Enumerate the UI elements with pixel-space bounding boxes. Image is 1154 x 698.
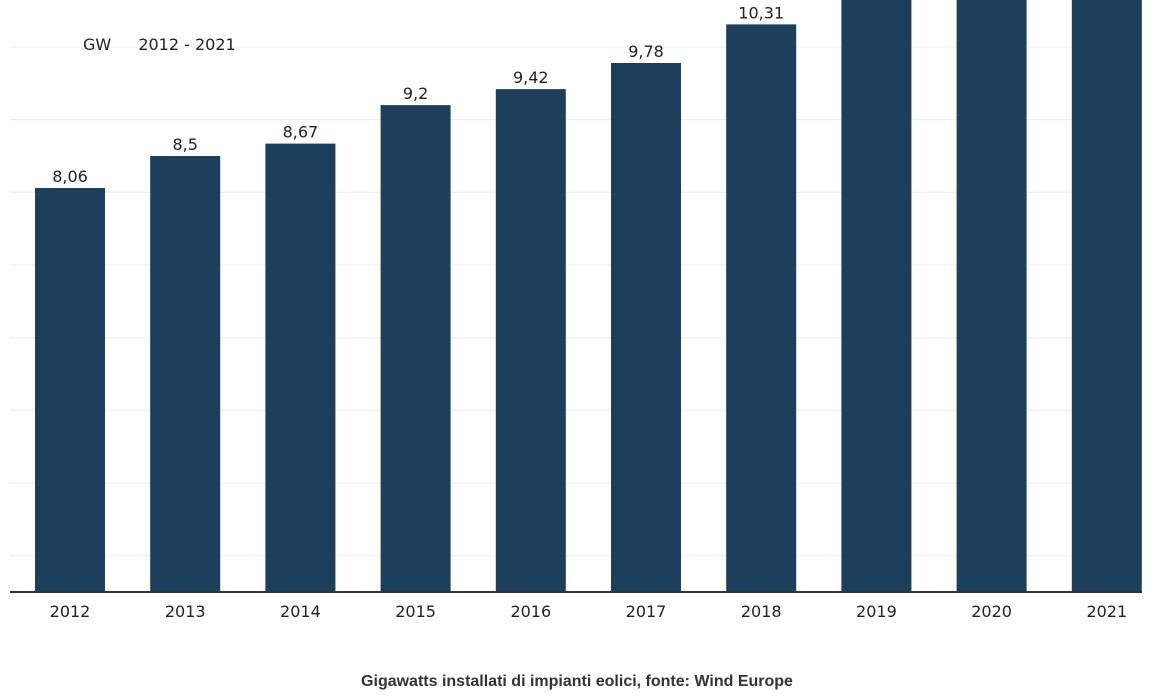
x-tick-label-2018: 2018: [741, 602, 782, 621]
bar-2020[interactable]: [956, 0, 1027, 593]
value-label-2014: 8,67: [283, 123, 319, 142]
bar-2012[interactable]: [35, 188, 105, 592]
x-tick-label-2020: 2020: [971, 602, 1012, 621]
chart-caption: Gigawatts installati di impianti eolici,…: [361, 673, 793, 690]
x-tick-labels: 2012 2013 2014 2015 2016 2017 2018 2019 2020 2021: [50, 602, 1128, 621]
value-label-2016: 9,42: [513, 68, 549, 87]
value-label-2013: 8,5: [172, 135, 197, 154]
x-tick-label-2012: 2012: [50, 602, 91, 621]
bar-2021[interactable]: [1071, 0, 1142, 592]
bar-2017[interactable]: [611, 63, 681, 592]
value-label-2017: 9,78: [628, 42, 664, 61]
x-tick-label-2014: 2014: [280, 602, 321, 621]
x-tick-label-2015: 2015: [395, 602, 436, 621]
value-label-2015: 9,2: [403, 84, 428, 103]
bar-2015[interactable]: [380, 105, 451, 592]
bar-2013[interactable]: [150, 156, 221, 592]
bar-2016[interactable]: [495, 89, 566, 592]
year-range-label: 2012 - 2021: [138, 35, 236, 54]
x-tick-label-2016: 2016: [510, 602, 551, 621]
x-tick-label-2019: 2019: [856, 602, 897, 621]
value-label-2018: 10,31: [738, 3, 784, 22]
unit-label: GW: [83, 35, 112, 54]
value-label-2012: 8,06: [52, 167, 88, 186]
bar-2018[interactable]: [726, 24, 797, 592]
bars: [35, 0, 1142, 593]
value-labels: 8,068,58,679,29,429,7810,3110,7610,8110,…: [52, 3, 784, 186]
x-tick-label-2013: 2013: [165, 602, 206, 621]
chart-header: GW 2012 - 2021: [83, 35, 236, 54]
bar-2019[interactable]: [841, 0, 912, 592]
x-tick-label-2017: 2017: [626, 602, 667, 621]
bar-2014[interactable]: [265, 143, 336, 592]
x-tick-label-2021: 2021: [1086, 602, 1127, 621]
